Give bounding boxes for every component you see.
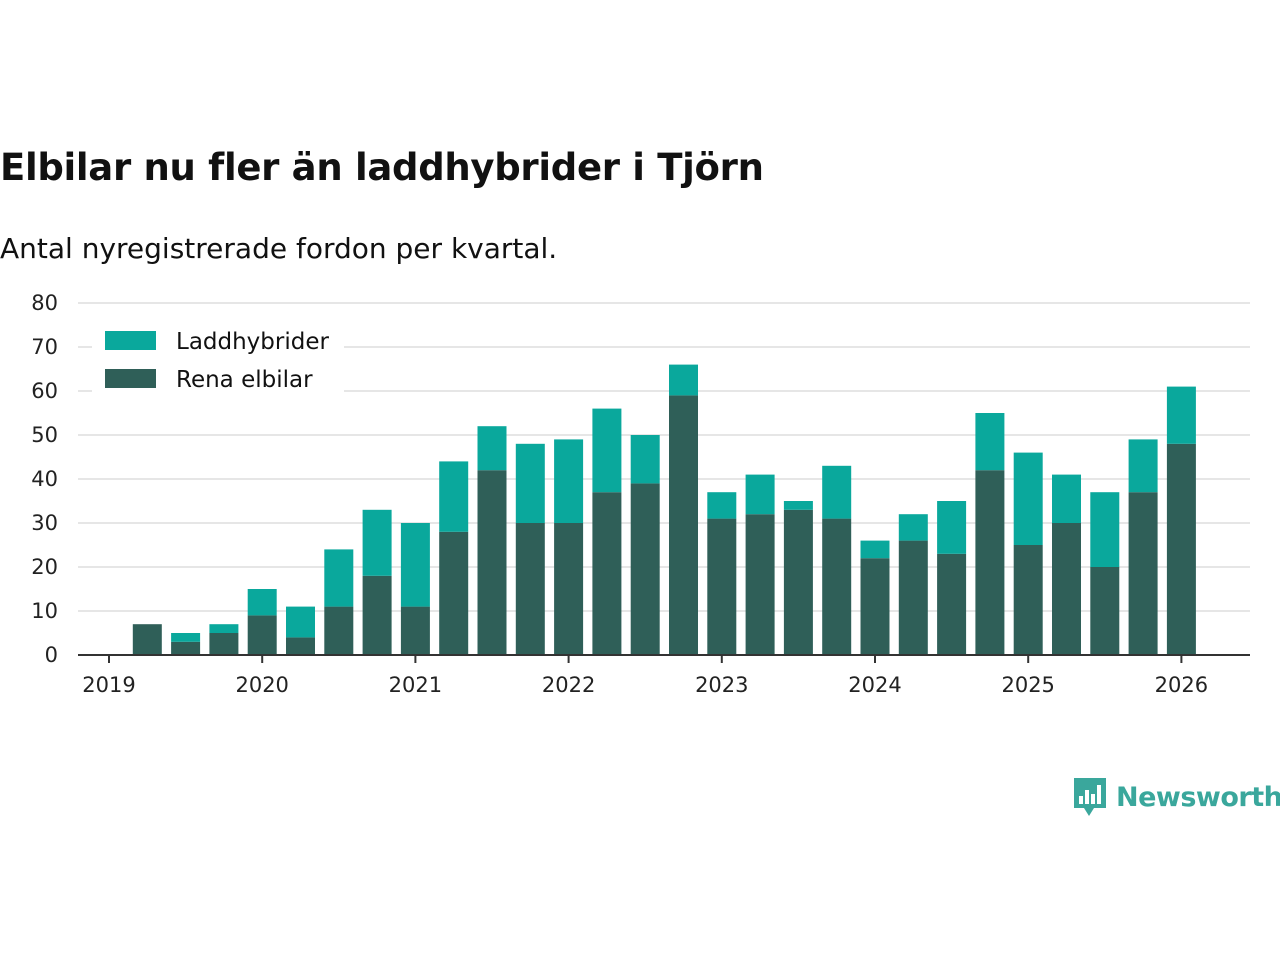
- bar-rena-elbilar-23: [1013, 545, 1043, 655]
- bar-rena-elbilar-11: [554, 523, 584, 655]
- bar-laddhybrider-13: [630, 435, 660, 484]
- bar-laddhybrider-21: [937, 501, 967, 554]
- bar-laddhybrider-2: [209, 624, 239, 633]
- legend-label-rena-elbilar: Rena elbilar: [176, 367, 313, 393]
- bar-laddhybrider-11: [554, 439, 584, 523]
- bar-laddhybrider-23: [1013, 452, 1043, 545]
- x-tick-label-2020: 2020: [235, 673, 288, 697]
- bar-rena-elbilar-3: [247, 615, 277, 655]
- bar-laddhybrider-8: [439, 461, 469, 532]
- bar-laddhybrider-27: [1166, 386, 1196, 444]
- y-tick-label-70: 70: [31, 335, 58, 359]
- y-tick-label-30: 30: [31, 511, 58, 535]
- bar-rena-elbilar-6: [362, 575, 392, 655]
- bar-laddhybrider-12: [592, 408, 622, 493]
- y-tick-label-10: 10: [31, 599, 58, 623]
- bar-laddhybrider-15: [707, 492, 737, 519]
- legend-swatch-rena-elbilar: [105, 369, 156, 388]
- chart-title: Elbilar nu fler än laddhybrider i Tjörn: [0, 146, 764, 189]
- chart-subtitle: Antal nyregistrerade fordon per kvartal.: [0, 232, 558, 265]
- bar-rena-elbilar-5: [324, 606, 354, 655]
- bar-rena-elbilar-7: [400, 606, 430, 655]
- bar-laddhybrider-17: [783, 501, 813, 510]
- bar-laddhybrider-1: [171, 633, 201, 642]
- x-tick-label-2025: 2025: [1001, 673, 1054, 697]
- legend: Laddhybrider Rena elbilar: [92, 322, 344, 396]
- bar-rena-elbilar-16: [745, 514, 775, 655]
- bar-rena-elbilar-2: [209, 633, 239, 655]
- newsworthy-logo-icon: [1074, 778, 1106, 816]
- legend-swatch-laddhybrider: [105, 331, 156, 350]
- y-tick-label-20: 20: [31, 555, 58, 579]
- bar-rena-elbilar-22: [975, 470, 1005, 655]
- bar-laddhybrider-26: [1128, 439, 1158, 493]
- bar-laddhybrider-7: [400, 523, 430, 607]
- bar-rena-elbilar-13: [630, 483, 660, 655]
- bar-rena-elbilar-15: [707, 518, 737, 655]
- y-tick-label-40: 40: [31, 467, 58, 491]
- bar-rena-elbilar-4: [286, 637, 315, 655]
- bar-rena-elbilar-21: [937, 553, 967, 655]
- bar-rena-elbilar-12: [592, 492, 622, 655]
- y-tick-label-50: 50: [31, 423, 58, 447]
- bar-laddhybrider-3: [247, 589, 277, 616]
- bar-laddhybrider-20: [898, 514, 928, 541]
- stacked-bar-chart: 0 10 20 30 40 50 60 70 80 2019 2020 2021 2022 2023 202…: [31, 291, 1250, 697]
- x-tick-label-2023: 2023: [695, 673, 748, 697]
- bar-rena-elbilar-26: [1128, 492, 1158, 655]
- bar-rena-elbilar-14: [669, 395, 698, 655]
- bars: [132, 364, 1196, 655]
- bar-rena-elbilar-24: [1052, 523, 1081, 655]
- bar-rena-elbilar-8: [439, 531, 469, 655]
- y-tick-label-0: 0: [45, 643, 58, 667]
- bar-rena-elbilar-17: [783, 509, 813, 655]
- bar-rena-elbilar-20: [898, 540, 928, 655]
- brand-logo: Newsworthy: [1072, 776, 1280, 818]
- x-tick-label-2024: 2024: [848, 673, 901, 697]
- bar-rena-elbilar-9: [477, 470, 507, 655]
- bar-laddhybrider-5: [324, 549, 354, 607]
- y-tick-label-80: 80: [31, 291, 58, 315]
- bar-laddhybrider-4: [286, 606, 315, 638]
- bar-laddhybrider-6: [362, 509, 392, 576]
- y-tick-label-60: 60: [31, 379, 58, 403]
- x-tick-label-2026: 2026: [1155, 673, 1208, 697]
- bar-laddhybrider-25: [1090, 492, 1120, 567]
- x-tick-label-2021: 2021: [389, 673, 442, 697]
- bar-rena-elbilar-27: [1166, 443, 1196, 655]
- bar-laddhybrider-9: [477, 426, 507, 471]
- legend-label-laddhybrider: Laddhybrider: [176, 329, 329, 355]
- bar-laddhybrider-19: [860, 540, 890, 559]
- x-tick-label-2019: 2019: [82, 673, 135, 697]
- bar-laddhybrider-16: [745, 474, 775, 515]
- bar-laddhybrider-14: [669, 364, 698, 396]
- brand-name: Newsworthy: [1116, 781, 1280, 813]
- bar-rena-elbilar-18: [822, 518, 852, 655]
- axes: 0 10 20 30 40 50 60 70 80 2019 2020 2021 2022 2023 202…: [31, 291, 1250, 697]
- bar-rena-elbilar-25: [1090, 567, 1120, 655]
- bar-rena-elbilar-0: [132, 624, 162, 655]
- bar-rena-elbilar-19: [860, 558, 890, 655]
- bar-rena-elbilar-10: [515, 523, 545, 655]
- bar-laddhybrider-24: [1052, 474, 1081, 523]
- bar-laddhybrider-18: [822, 465, 852, 519]
- bar-rena-elbilar-1: [171, 641, 201, 655]
- bar-laddhybrider-22: [975, 413, 1005, 471]
- x-tick-label-2022: 2022: [542, 673, 595, 697]
- bar-laddhybrider-10: [515, 443, 545, 523]
